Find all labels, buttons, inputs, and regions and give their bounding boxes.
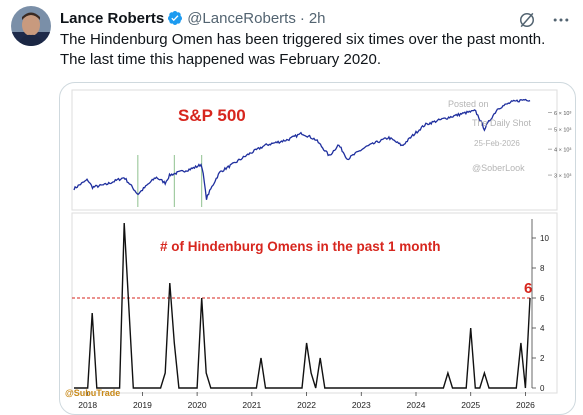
spx-ytick-label-2: 5 × 10³ xyxy=(554,128,571,134)
more-options-icon[interactable] xyxy=(551,10,571,30)
omen-ytick-label-1: 2 xyxy=(540,354,545,363)
watermark-handle: @SoberLook xyxy=(472,163,525,173)
spx-panel xyxy=(71,89,558,211)
spx-ytick-label-1: 4 × 10³ xyxy=(554,148,571,154)
verified-badge-icon xyxy=(168,11,183,25)
omen-series-line xyxy=(74,222,531,389)
omen-xtick-label-2: 2020 xyxy=(188,400,207,410)
display-name[interactable]: Lance Roberts xyxy=(60,9,165,27)
omen-xtick-label-5: 2023 xyxy=(352,400,371,410)
chart-image: 3 × 10³ 4 × 10³ 5 × 10³ 6 × 10³ S&P 500 Pos… xyxy=(65,89,571,410)
omen-ytick-label-5: 10 xyxy=(540,234,549,243)
omen-panel xyxy=(71,212,558,394)
spx-title: S&P 500 xyxy=(178,106,246,125)
tweet-text: The Hindenburg Omen has been triggered s… xyxy=(60,30,575,70)
handle[interactable]: @LanceRoberts xyxy=(187,9,296,27)
spx-ytick-label-3: 6 × 10³ xyxy=(554,111,571,117)
tweet-text-line-2: The last time this happened was February… xyxy=(60,51,382,68)
source-label: @SubuTrade xyxy=(65,388,120,398)
watermark-daily-shot: The Daily Shot xyxy=(472,118,532,128)
omen-title: # of Hindenburg Omens in the past 1 mont… xyxy=(160,239,441,254)
omen-ytick-label-0: 0 xyxy=(540,384,545,393)
tweet-media-chart[interactable]: 3 × 10³ 4 × 10³ 5 × 10³ 6 × 10³ S&P 500 Pos… xyxy=(59,82,576,415)
omen-xtick-label-1: 2019 xyxy=(133,400,152,410)
omen-ytick-label-3: 6 xyxy=(540,294,545,303)
watermark-posted: Posted on xyxy=(448,99,489,109)
omen-ytick-label-4: 8 xyxy=(540,264,545,273)
grok-icon[interactable] xyxy=(517,10,537,30)
omen-xtick-label-8: 2026 xyxy=(516,400,535,410)
watermark-date: 25-Feb-2026 xyxy=(474,139,520,148)
omen-xtick-label-0: 2018 xyxy=(78,400,97,410)
omen-xtick-label-7: 2025 xyxy=(461,400,480,410)
spx-ytick-label-0: 3 × 10³ xyxy=(554,174,571,180)
omen-xtick-label-6: 2024 xyxy=(407,400,426,410)
omen-ytick-label-2: 4 xyxy=(540,324,545,333)
spx-series-line xyxy=(73,98,531,200)
current-value-label: 6 xyxy=(524,280,532,297)
tweet-header: Lance Roberts @LanceRoberts · 2h xyxy=(60,8,573,28)
timestamp[interactable]: 2h xyxy=(308,9,326,27)
avatar[interactable] xyxy=(11,6,51,46)
separator: · xyxy=(299,9,305,27)
omen-xtick-label-3: 2021 xyxy=(242,400,261,410)
omen-xtick-label-4: 2022 xyxy=(297,400,316,410)
tweet-text-line-1: The Hindenburg Omen has been triggered s… xyxy=(60,31,546,48)
